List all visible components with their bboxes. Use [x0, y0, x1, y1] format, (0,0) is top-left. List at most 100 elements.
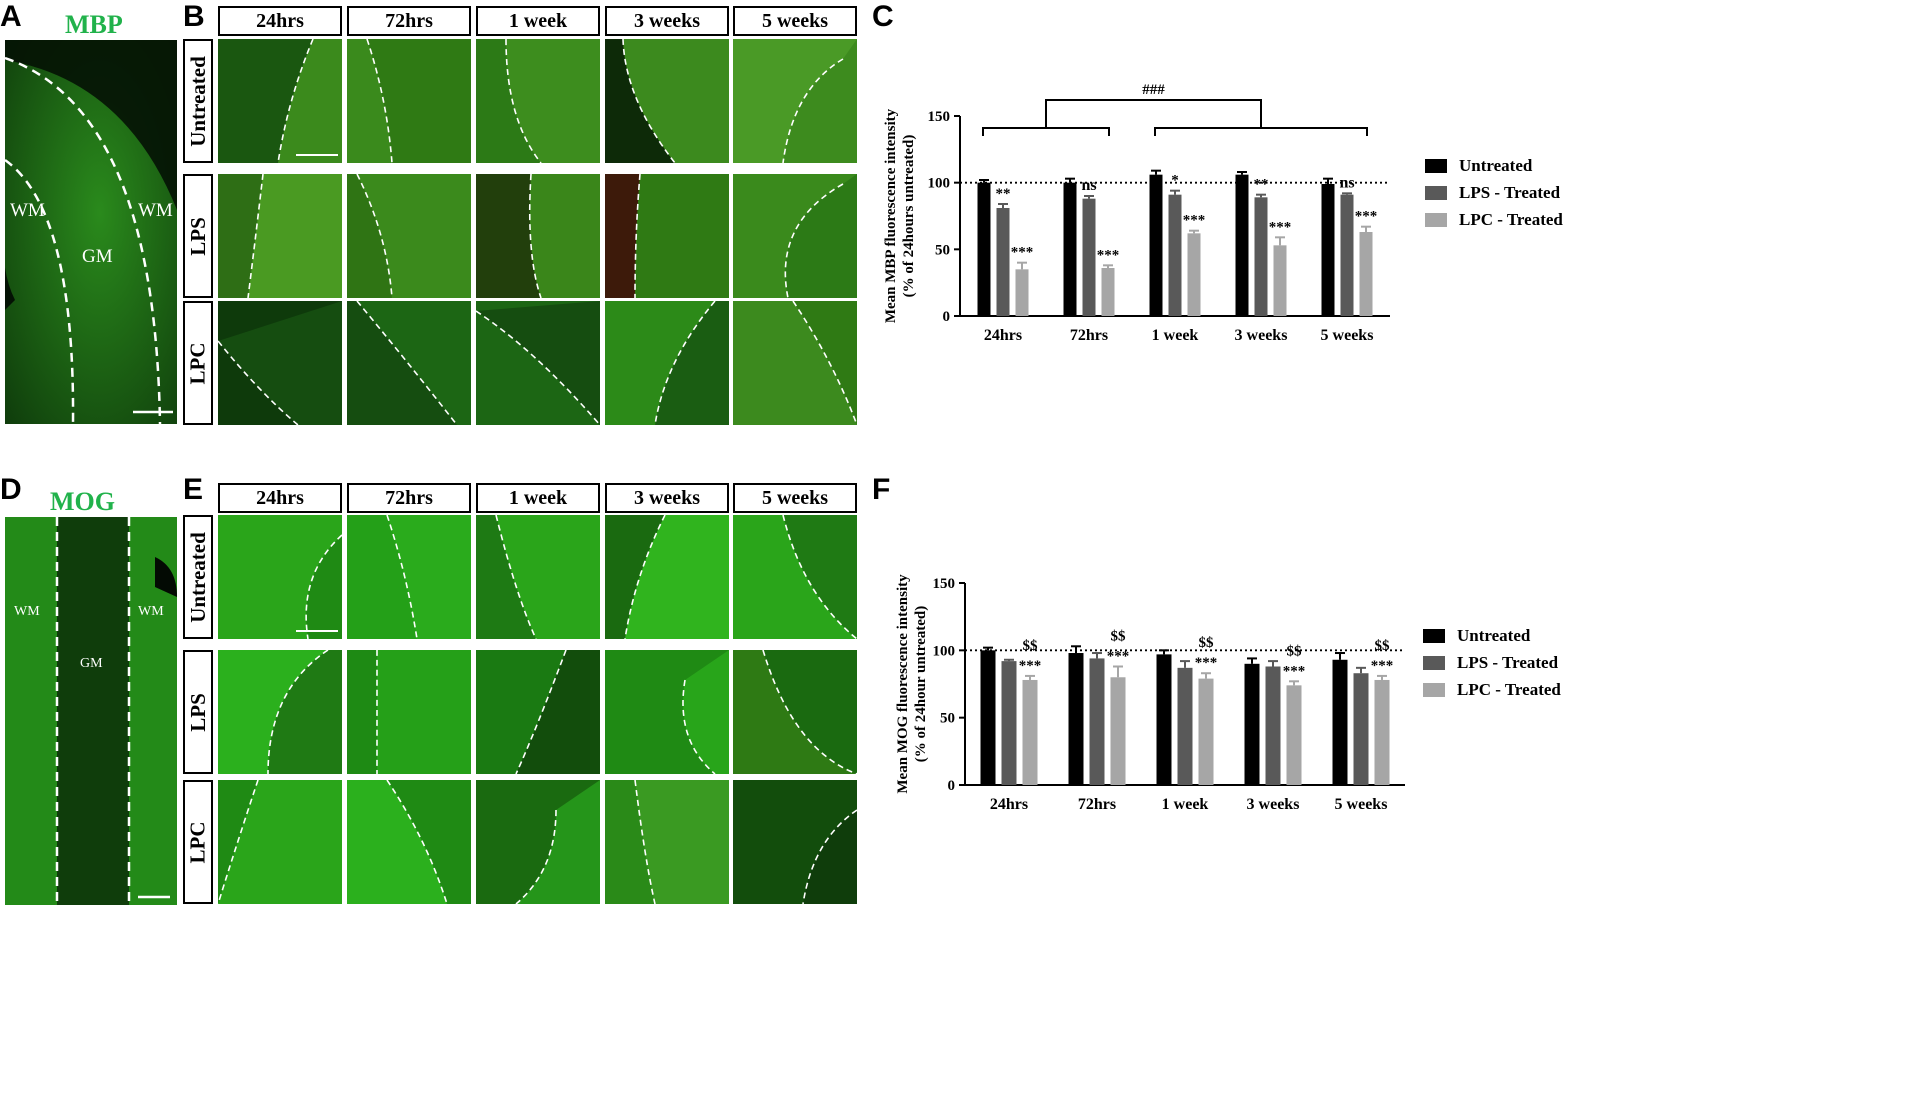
bar: [980, 650, 996, 785]
legend-label: LPS - Treated: [1459, 183, 1561, 202]
bar: [1168, 194, 1182, 316]
bar: [1332, 659, 1348, 785]
mbp-overview-image: [5, 40, 177, 424]
column-header-2: 1 week: [476, 483, 600, 513]
micrograph-tile: [733, 780, 857, 904]
mog-title: MOG: [50, 487, 115, 516]
x-tick-label: 24hrs: [990, 796, 1028, 813]
significance-label: $$: [1287, 643, 1303, 659]
panel-label-c: C: [872, 0, 894, 33]
micrograph-tile: [476, 515, 600, 639]
x-tick-label: 1 week: [1162, 796, 1209, 813]
micrograph-tile: [476, 301, 600, 425]
column-header-0: 24hrs: [218, 483, 342, 513]
bar: [1359, 232, 1373, 316]
column-header-0: 24hrs: [218, 6, 342, 36]
significance-label: $$: [1199, 635, 1215, 651]
bar: [1286, 685, 1302, 785]
bar: [1254, 197, 1268, 316]
bar: [1110, 677, 1126, 785]
bar: [1082, 198, 1096, 316]
significance-label: ***: [1195, 655, 1218, 671]
micrograph-tile: [605, 174, 729, 298]
micrograph-tile: [476, 650, 600, 774]
significance-label: ns: [1339, 174, 1354, 191]
y-tick-label: 0: [948, 778, 956, 794]
micrograph-tile: [476, 39, 600, 163]
micrograph-tile: [605, 780, 729, 904]
legend-label: LPS - Treated: [1457, 653, 1559, 672]
y-axis-label: Mean MOG fluorescence intensity: [895, 574, 911, 794]
micrograph-tile: [476, 174, 600, 298]
micrograph-tile: [733, 301, 857, 425]
significance-label: **: [996, 186, 1011, 202]
y-tick-label: 150: [928, 109, 951, 125]
panel-label-d: D: [0, 473, 22, 506]
significance-label: *: [1171, 173, 1179, 189]
bar: [1089, 658, 1105, 785]
y-axis-label: (% of 24hour untreated): [913, 606, 929, 763]
column-header-3: 3 weeks: [605, 483, 729, 513]
y-tick-label: 0: [943, 309, 951, 325]
mog-overview-image: [5, 517, 177, 905]
bar: [1015, 269, 1029, 316]
mbp-title: MBP: [65, 10, 123, 39]
significance-label: ***: [1371, 658, 1394, 674]
significance-label: $$: [1023, 638, 1039, 654]
panel-label-f: F: [872, 473, 891, 506]
panel-label-a: A: [0, 0, 22, 33]
micrograph-tile: [347, 39, 471, 163]
significance-label: ***: [1283, 663, 1306, 679]
legend-swatch: [1425, 186, 1447, 200]
bar: [1374, 679, 1390, 785]
row-header-2: LPC: [183, 301, 213, 425]
panel-label-e: E: [183, 473, 204, 506]
mbp-gm-label: GM: [82, 246, 113, 267]
row-header-label: LPC: [185, 342, 210, 384]
x-tick-label: 5 weeks: [1321, 327, 1374, 344]
bar: [996, 208, 1010, 316]
y-axis-label: Mean MBP fluorescence intensity: [883, 108, 899, 323]
micrograph-tile: [605, 301, 729, 425]
y-tick-label: 100: [933, 643, 956, 659]
micrograph-tile: [218, 174, 342, 298]
micrograph-tile: [347, 515, 471, 639]
significance-label: $$: [1111, 628, 1127, 644]
x-tick-label: 3 weeks: [1235, 327, 1288, 344]
column-header-3: 3 weeks: [605, 6, 729, 36]
legend-swatch: [1423, 683, 1445, 697]
significance-label: ***: [1019, 658, 1042, 674]
micrograph-tile: [605, 515, 729, 639]
bar: [1244, 663, 1260, 785]
bar: [1265, 666, 1281, 785]
y-tick-label: 150: [933, 576, 956, 592]
bar: [1235, 174, 1249, 316]
micrograph-tile: [733, 39, 857, 163]
y-tick-label: 50: [935, 242, 950, 258]
legend-swatch: [1423, 629, 1445, 643]
column-header-1: 72hrs: [347, 483, 471, 513]
significance-label: ***: [1269, 219, 1292, 235]
x-tick-label: 24hrs: [984, 327, 1022, 344]
mog-wm-left-label: WM: [14, 604, 40, 619]
micrograph-tile: [218, 650, 342, 774]
mog-bar-chart: 0 50 100 150 Mean MOG fluorescence intensity…: [895, 574, 1561, 813]
legend-swatch: [1425, 213, 1447, 227]
micrograph-tile: [347, 301, 471, 425]
micrograph-tile: [733, 174, 857, 298]
significance-label: ***: [1107, 648, 1130, 664]
significance-label: ***: [1097, 247, 1120, 263]
bar: [1353, 673, 1369, 785]
legend-label: Untreated: [1459, 156, 1533, 175]
mbp-wm-right-label: WM: [138, 200, 173, 221]
mog-gm-label: GM: [80, 656, 103, 671]
bar: [1340, 194, 1354, 316]
bar: [1177, 667, 1193, 785]
row-header-label: LPS: [185, 216, 210, 256]
micrograph-tile: [605, 39, 729, 163]
legend-label: LPC - Treated: [1457, 680, 1561, 699]
row-header-1: LPS: [183, 174, 213, 298]
significance-label: ***: [1011, 245, 1034, 261]
significance-label: ***: [1183, 213, 1206, 229]
row-header-label: Untreated: [185, 55, 210, 147]
